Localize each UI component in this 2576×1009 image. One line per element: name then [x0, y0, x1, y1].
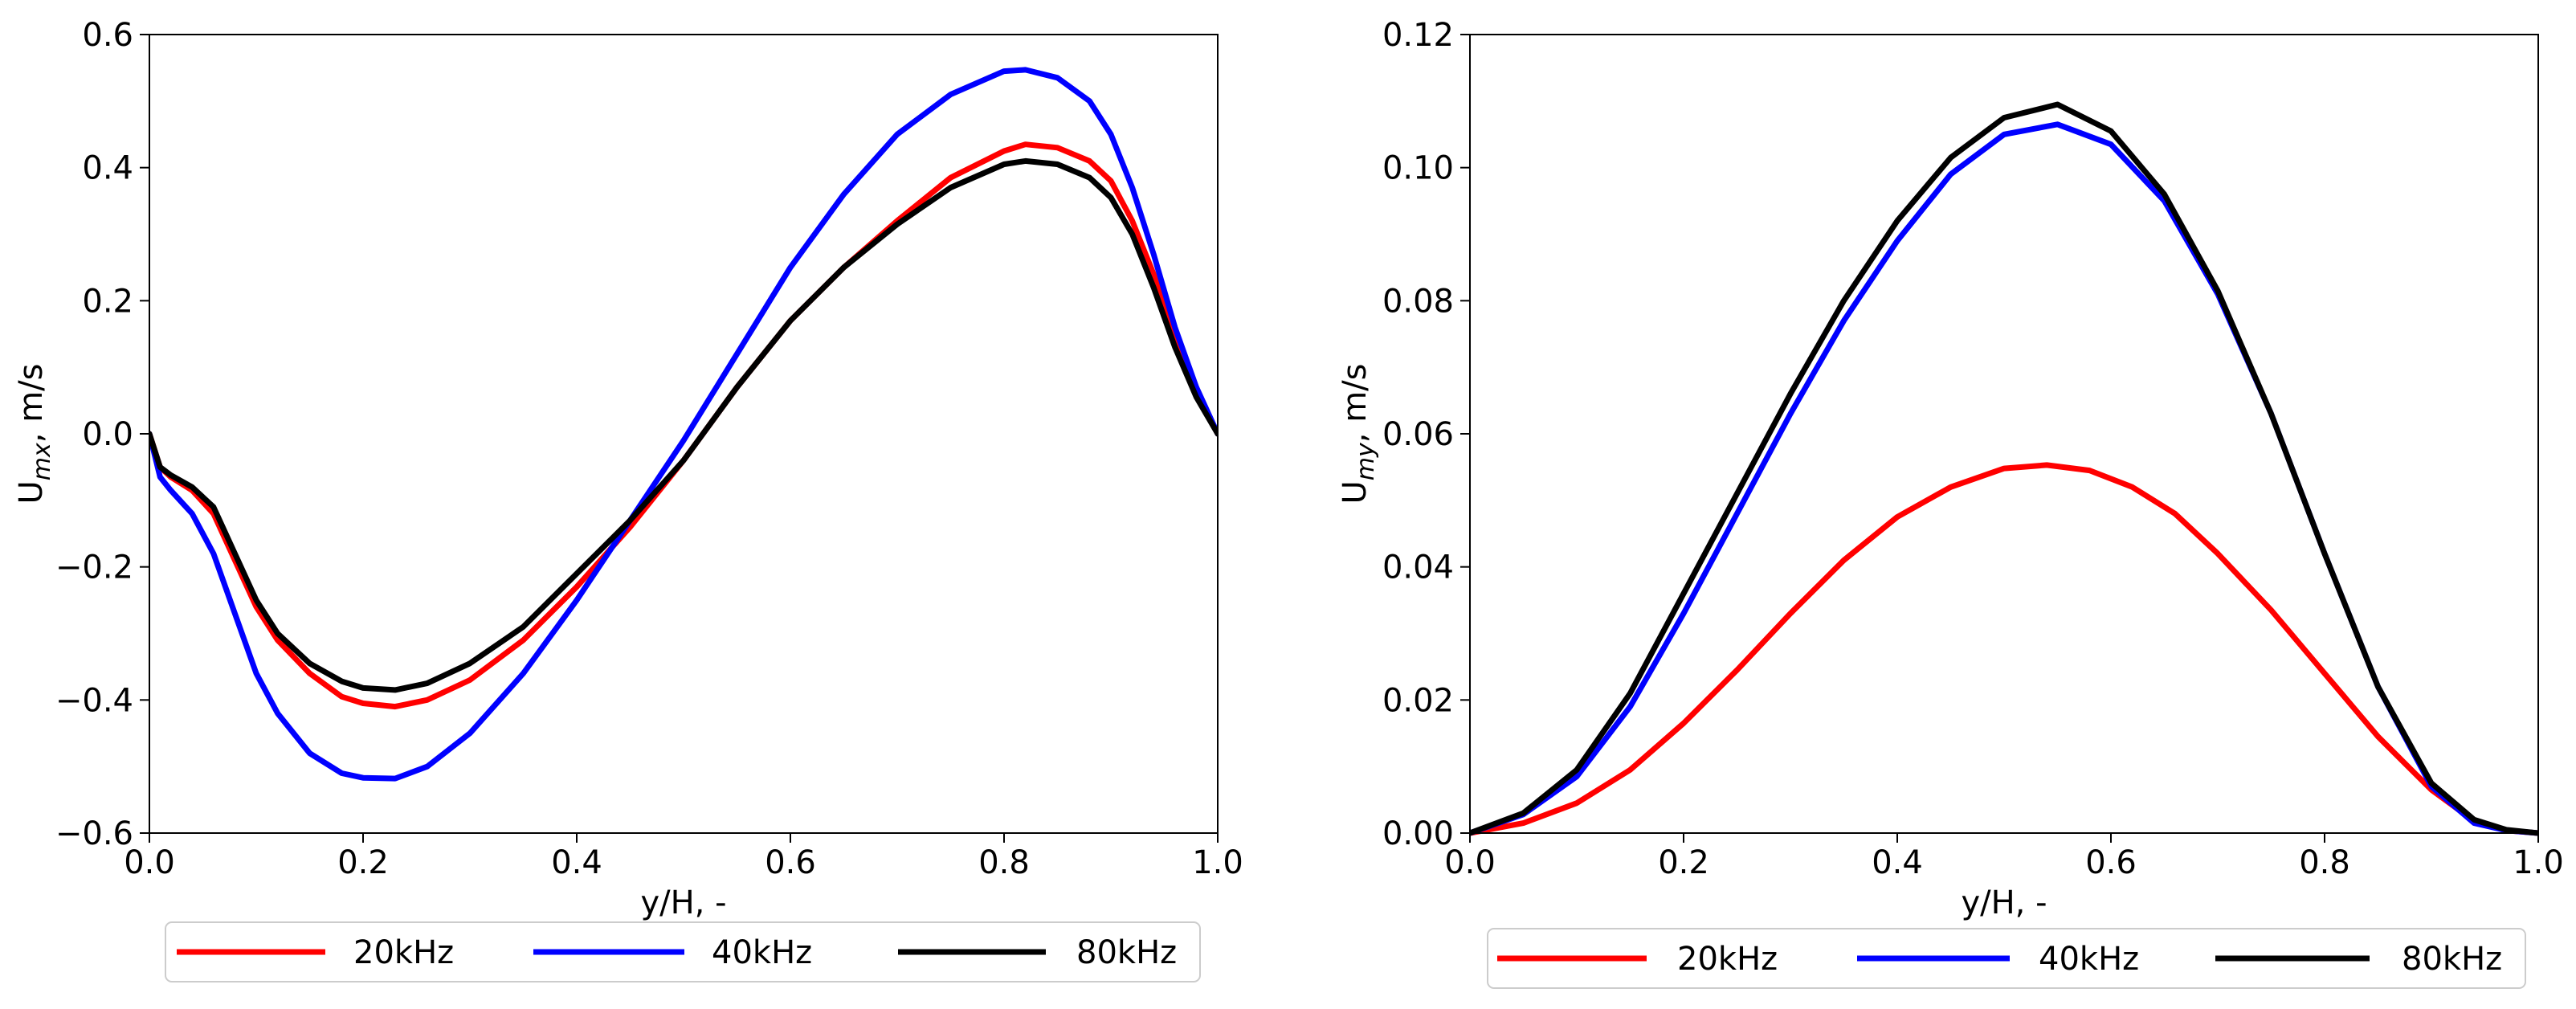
y-tick-label: 0.04 [1382, 549, 1454, 586]
y-tick-label: −0.4 [55, 682, 133, 719]
legend-label-80kHz: 80kHz [1076, 934, 1177, 971]
y-axis-label-main: U [1337, 480, 1374, 504]
x-tick-label: 0.0 [124, 844, 175, 881]
y-axis-label-subscript: mx [28, 443, 56, 480]
series-line-80kHz [149, 157, 1218, 693]
y-tick-label: −0.6 [55, 815, 133, 852]
chart-panel-umy: 0.0 0.2 0.4 0.6 0.8 1.0 0.00 0.02 0.04 0.06 0.08 0.… [1337, 17, 2564, 989]
y-tick-label: 0.00 [1382, 815, 1454, 852]
y-tick-label: 0.12 [1382, 17, 1454, 54]
x-tick-label: 0.8 [2299, 844, 2350, 881]
x-axis-label: y/H, - [640, 884, 726, 921]
plot-frame [1469, 34, 2539, 834]
x-tick-label: 0.6 [765, 844, 816, 881]
y-tick-label: 0.08 [1382, 283, 1454, 320]
y-axis-label-main: U [13, 480, 50, 504]
chart-panel-umx: 0.0 0.2 0.4 0.6 0.8 1.0 −0.6 −0.4 −0.2 0.0 0.2 0.4 0… [13, 17, 1243, 982]
y-axis-label-unit: , m/s [13, 364, 50, 443]
legend-label-40kHz: 40kHz [2039, 941, 2139, 978]
y-tick-label: 0.02 [1382, 682, 1454, 719]
y-tick-label: 0.4 [82, 150, 133, 187]
series-line-40kHz [1470, 121, 2538, 836]
y-axis-label-subscript: my [1352, 442, 1380, 480]
x-tick-label: 0.4 [551, 844, 602, 881]
x-tick-label: 0.2 [337, 844, 389, 881]
plot-frame [149, 34, 1219, 834]
legend-label-40kHz: 40kHz [712, 934, 812, 971]
x-tick-label: 0.0 [1444, 844, 1496, 881]
y-axis-label: Umx, m/s [13, 364, 56, 504]
x-axis-label: y/H, - [1961, 884, 2047, 921]
x-tick-label: 0.4 [1872, 844, 1923, 881]
legend-label-80kHz: 80kHz [2402, 941, 2502, 978]
y-axis-label: Umy, m/s [1337, 364, 1380, 504]
legend-label-20kHz: 20kHz [353, 934, 454, 971]
x-tick-label: 0.8 [978, 844, 1030, 881]
y-tick-label: 0.6 [82, 17, 133, 54]
series-line-80kHz [1470, 101, 2538, 836]
series-line-20kHz [1470, 462, 2538, 836]
y-tick-label: 0.2 [82, 283, 133, 320]
y-axis-label-unit: , m/s [1337, 364, 1374, 443]
y-tick-label: 0.06 [1382, 416, 1454, 453]
y-tick-label: 0.0 [82, 416, 133, 453]
series-line-20kHz [149, 141, 1218, 710]
y-tick-label: −0.2 [55, 549, 133, 586]
x-tick-label: 1.0 [2513, 844, 2564, 881]
x-tick-label: 0.6 [2085, 844, 2137, 881]
x-tick-label: 1.0 [1192, 844, 1243, 881]
legend-label-20kHz: 20kHz [1677, 941, 1778, 978]
x-tick-label: 0.2 [1658, 844, 1709, 881]
y-tick-label: 0.10 [1382, 150, 1454, 187]
